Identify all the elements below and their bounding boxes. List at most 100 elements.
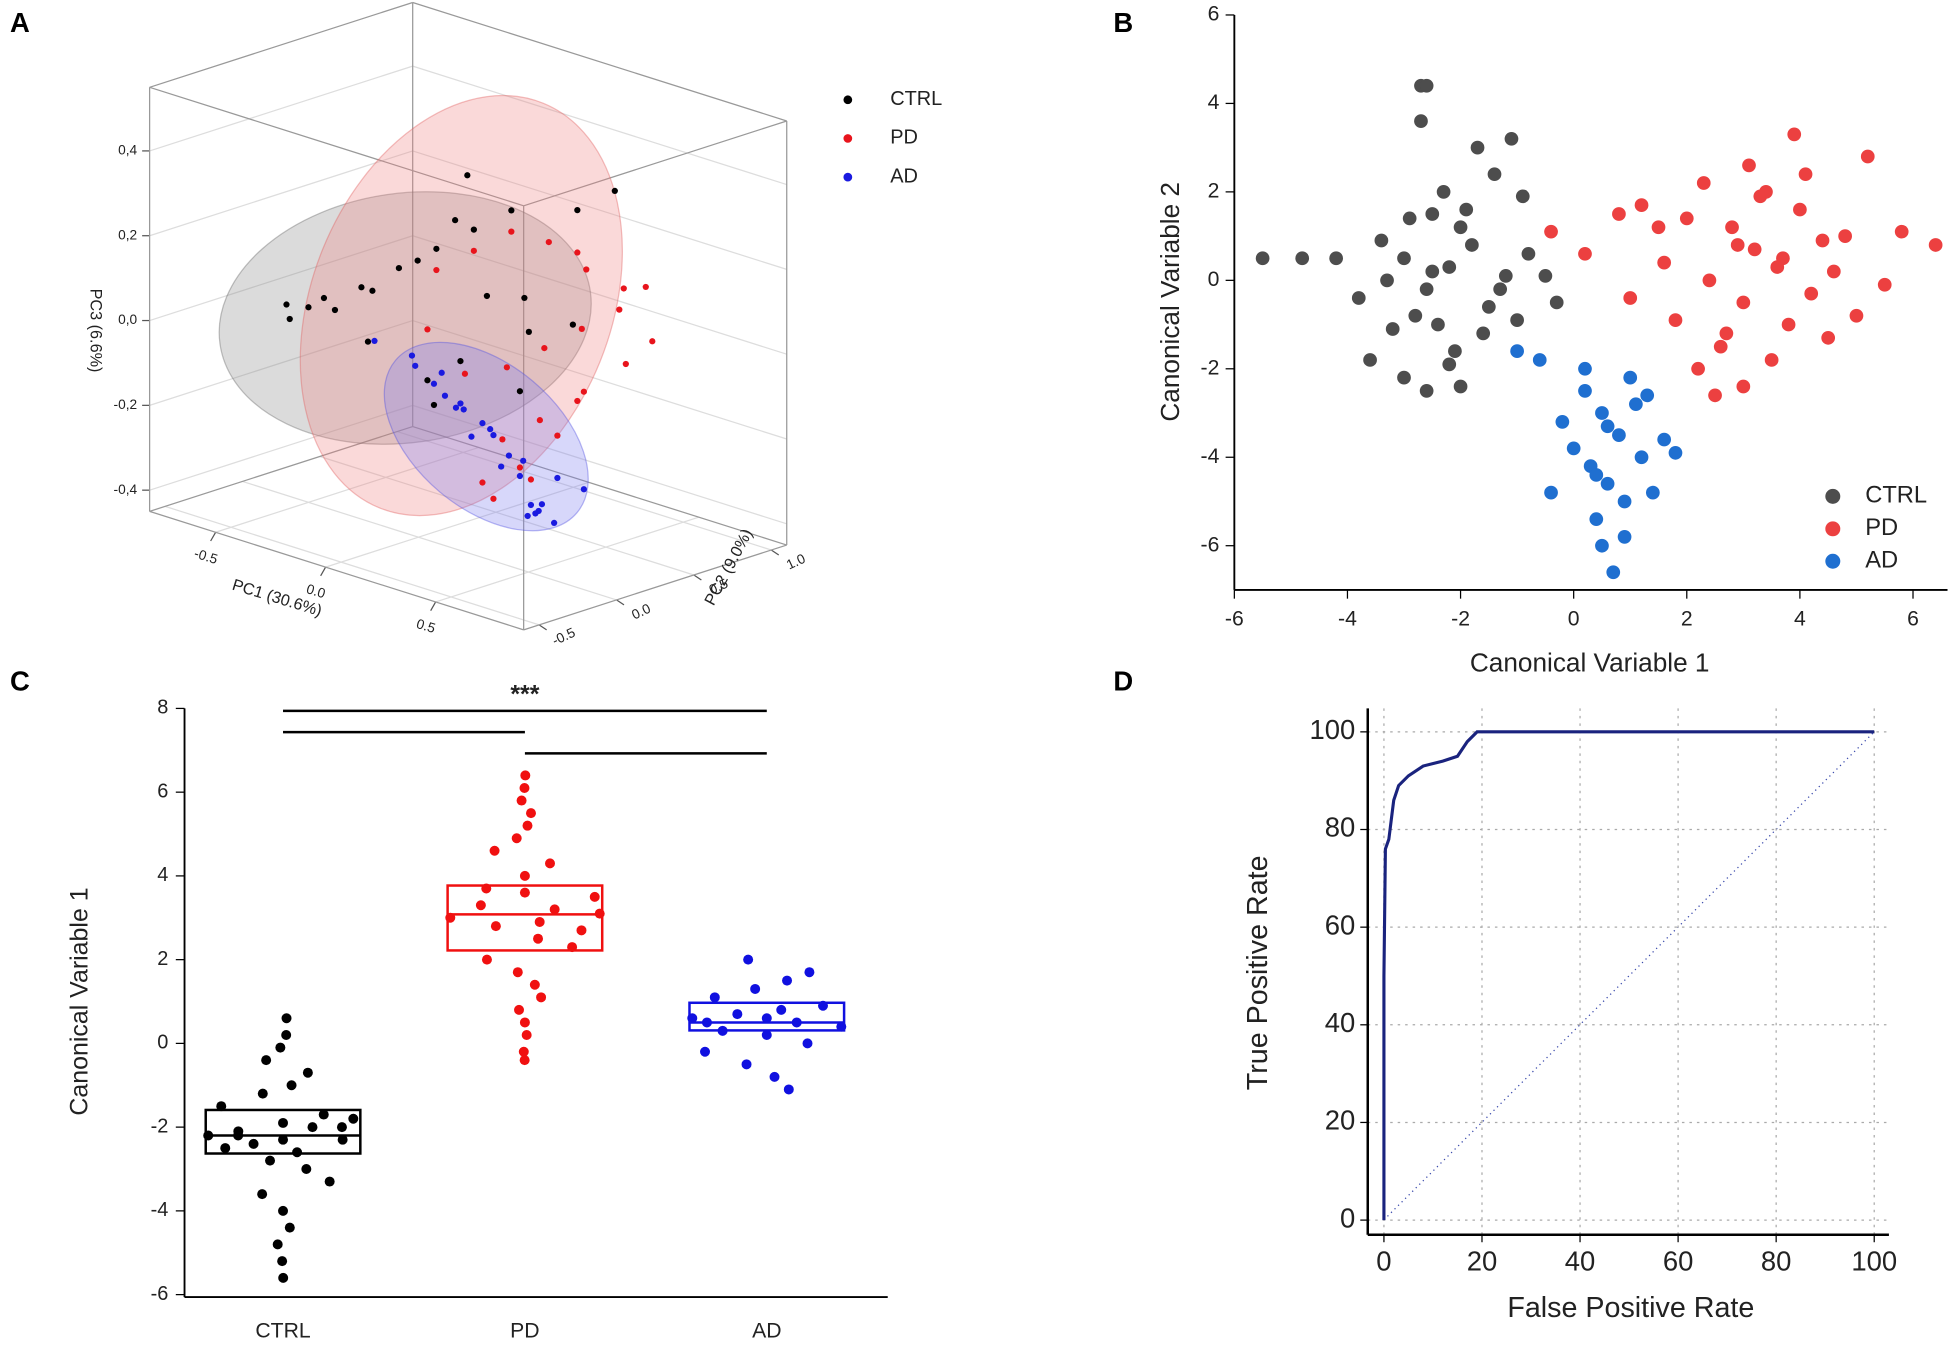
point xyxy=(364,338,372,345)
point xyxy=(549,904,560,915)
point xyxy=(519,782,530,793)
point xyxy=(594,908,605,919)
legend-marker xyxy=(843,172,853,182)
point xyxy=(532,510,539,517)
grid-line xyxy=(412,319,787,440)
y-tick-label: 60 xyxy=(1325,909,1356,940)
y-tick-label: 8 xyxy=(157,697,168,719)
point xyxy=(1521,246,1536,261)
point xyxy=(1532,353,1547,367)
panel-label: D xyxy=(1113,666,1133,697)
point xyxy=(802,1038,813,1049)
point xyxy=(483,292,491,300)
point xyxy=(525,808,536,819)
point xyxy=(545,238,552,246)
point xyxy=(1849,308,1864,323)
z-tick-label: -0,4 xyxy=(114,482,138,497)
point xyxy=(516,472,524,480)
y-tick-label: -2 xyxy=(151,1115,169,1137)
y-tick-label: 0.5 xyxy=(707,576,731,598)
y-tick-label: 0 xyxy=(157,1032,168,1054)
panel-label: C xyxy=(10,666,30,697)
point xyxy=(490,921,501,932)
z-tick-label: 0,0 xyxy=(118,312,137,327)
point xyxy=(278,1205,289,1216)
ellipsoids xyxy=(218,94,623,532)
point xyxy=(452,217,459,224)
y-axis-label: True Positive Rate xyxy=(1242,855,1274,1090)
point xyxy=(1736,379,1751,394)
point xyxy=(1425,207,1440,221)
x-tick-label: 60 xyxy=(1663,1246,1694,1277)
point xyxy=(1578,246,1592,261)
point xyxy=(358,284,365,291)
y-tick-label: 0 xyxy=(1208,268,1220,291)
y-tick-label: -2 xyxy=(1201,356,1220,379)
point xyxy=(318,1109,329,1120)
point xyxy=(1623,291,1638,305)
point xyxy=(514,1004,525,1015)
point xyxy=(1510,344,1524,358)
point xyxy=(1877,277,1892,292)
x-tick-label: -4 xyxy=(1338,607,1357,630)
point xyxy=(1493,282,1508,297)
point xyxy=(336,1122,347,1133)
point xyxy=(1651,220,1666,235)
point xyxy=(750,983,761,994)
point xyxy=(1442,357,1457,372)
point xyxy=(1645,485,1660,500)
point xyxy=(1617,494,1632,509)
point xyxy=(331,306,339,314)
point xyxy=(521,1030,532,1041)
point xyxy=(302,1067,313,1078)
point xyxy=(1481,300,1496,314)
point xyxy=(1544,224,1558,239)
point xyxy=(283,301,290,308)
point xyxy=(536,992,547,1003)
significance-label: *** xyxy=(510,681,539,709)
point xyxy=(1425,264,1440,279)
point xyxy=(1255,251,1270,266)
significance-brackets xyxy=(283,709,767,755)
point xyxy=(1764,353,1779,367)
point xyxy=(1860,149,1875,164)
point xyxy=(1793,202,1807,217)
x-tick-label: 100 xyxy=(1851,1246,1897,1277)
point xyxy=(1555,415,1570,429)
point xyxy=(489,845,500,856)
point xyxy=(1459,202,1474,217)
point xyxy=(460,406,467,413)
x-tick-label: 4 xyxy=(1794,607,1806,630)
point xyxy=(527,501,535,509)
grid-line xyxy=(435,516,699,603)
point xyxy=(1476,326,1491,341)
point xyxy=(1657,432,1672,447)
point xyxy=(1679,211,1694,226)
point xyxy=(1730,238,1745,252)
point xyxy=(567,942,578,953)
y-tick-label: 4 xyxy=(1208,91,1220,114)
grid-line xyxy=(149,235,413,322)
grid-line xyxy=(412,65,787,186)
point xyxy=(574,207,581,214)
point xyxy=(1606,565,1621,580)
y-tick-label: 6 xyxy=(157,780,168,802)
point xyxy=(578,325,585,332)
y-axis-label: Canonical Variable 2 xyxy=(1155,182,1185,422)
point xyxy=(1838,229,1852,243)
point xyxy=(527,476,535,483)
point xyxy=(278,1272,289,1283)
grid-line xyxy=(325,481,589,568)
point xyxy=(430,401,438,409)
point xyxy=(580,486,587,493)
point xyxy=(424,326,431,333)
point xyxy=(278,1117,289,1128)
point xyxy=(522,820,533,831)
point xyxy=(1798,167,1813,182)
point xyxy=(1419,384,1434,398)
point xyxy=(1776,251,1790,266)
point xyxy=(743,954,754,965)
y-tick-label: 6 xyxy=(1208,3,1220,26)
x-tick-label: -2 xyxy=(1451,607,1470,630)
